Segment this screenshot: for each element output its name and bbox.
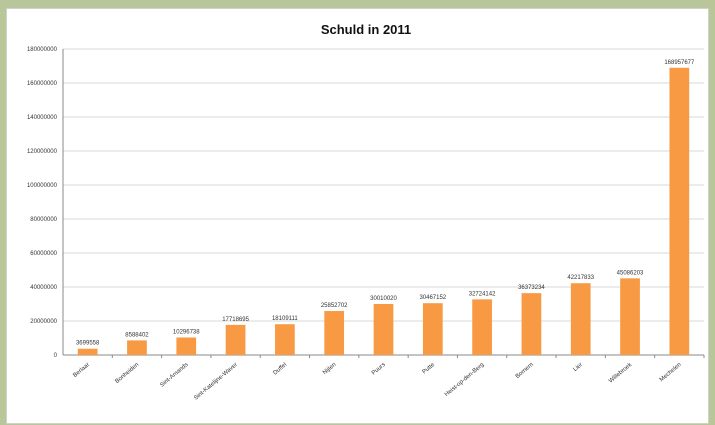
- data-label: 32724142: [469, 291, 496, 297]
- data-label: 45086203: [617, 270, 644, 276]
- y-tick-label: 80000000: [30, 217, 57, 223]
- chart-frame: Schuld in 2011 0 20000000 40000000 60000000…: [6, 8, 709, 424]
- y-tick-label: 20000000: [30, 319, 57, 325]
- chart-title: Schuld in 2011: [321, 22, 411, 37]
- data-label: 36373234: [518, 285, 545, 291]
- y-tick-label: 160000000: [27, 81, 58, 87]
- bar: [324, 311, 345, 355]
- bars: [77, 67, 690, 356]
- x-tick-label: Sint-Katelijne-Waver: [193, 362, 239, 402]
- x-tick-label: Berlaar: [72, 362, 91, 379]
- bar: [225, 324, 246, 355]
- y-tick-label: 120000000: [27, 149, 58, 155]
- x-tick-label: Bonheiden: [114, 362, 140, 385]
- bar: [77, 348, 98, 355]
- data-label: 25852702: [321, 303, 348, 309]
- x-tick-label: Putte: [421, 362, 436, 376]
- y-tick-label: 60000000: [30, 251, 57, 257]
- bar: [472, 299, 492, 355]
- y-tick-label: 100000000: [27, 183, 58, 189]
- data-label: 18109111: [272, 316, 298, 322]
- x-tick-label: Sint-Amands: [159, 362, 189, 389]
- bar: [127, 340, 147, 355]
- x-tick-label: Duffel: [272, 362, 288, 377]
- data-label: 42217833: [567, 275, 594, 281]
- bar: [176, 337, 197, 355]
- x-tick-label: Puurs: [371, 362, 387, 377]
- x-tick-label: Heist-op-den-Berg: [444, 362, 485, 398]
- y-tick-label: 0: [54, 353, 58, 359]
- data-label: 17718695: [222, 317, 249, 323]
- y-tick-label: 140000000: [27, 115, 58, 121]
- x-axis: Berlaar Bonheiden Sint-Amands Sint-Katelijn…: [72, 355, 705, 402]
- bar: [373, 303, 394, 355]
- y-axis: 0 20000000 40000000 60000000 80000000 1000000…: [27, 47, 704, 359]
- data-label: 30010020: [370, 296, 397, 302]
- y-tick-label: 180000000: [27, 47, 58, 53]
- x-tick-label: Lier: [572, 362, 584, 373]
- bar: [669, 67, 690, 356]
- data-label: 30467152: [419, 295, 446, 301]
- bar-chart: Schuld in 2011 0 20000000 40000000 60000000…: [27, 22, 705, 402]
- x-tick-label: Willebroek: [608, 361, 634, 384]
- data-label: 8588402: [125, 332, 149, 338]
- gridlines: [63, 48, 704, 322]
- bar: [570, 283, 591, 355]
- x-tick-label: Nijlen: [322, 362, 337, 376]
- x-tick-label: Mechelen: [659, 362, 683, 383]
- data-label: 168957677: [664, 60, 695, 66]
- bar: [275, 324, 295, 355]
- data-labels: 3699558 8588402 10296738 17718695 18109111 25…: [76, 60, 695, 347]
- bar: [521, 293, 542, 355]
- y-tick-label: 40000000: [30, 285, 57, 291]
- x-tick-label: Bornem: [515, 362, 535, 380]
- data-label: 3699558: [76, 341, 100, 347]
- data-label: 10296738: [173, 329, 200, 335]
- bar: [422, 303, 443, 355]
- bar: [620, 278, 640, 355]
